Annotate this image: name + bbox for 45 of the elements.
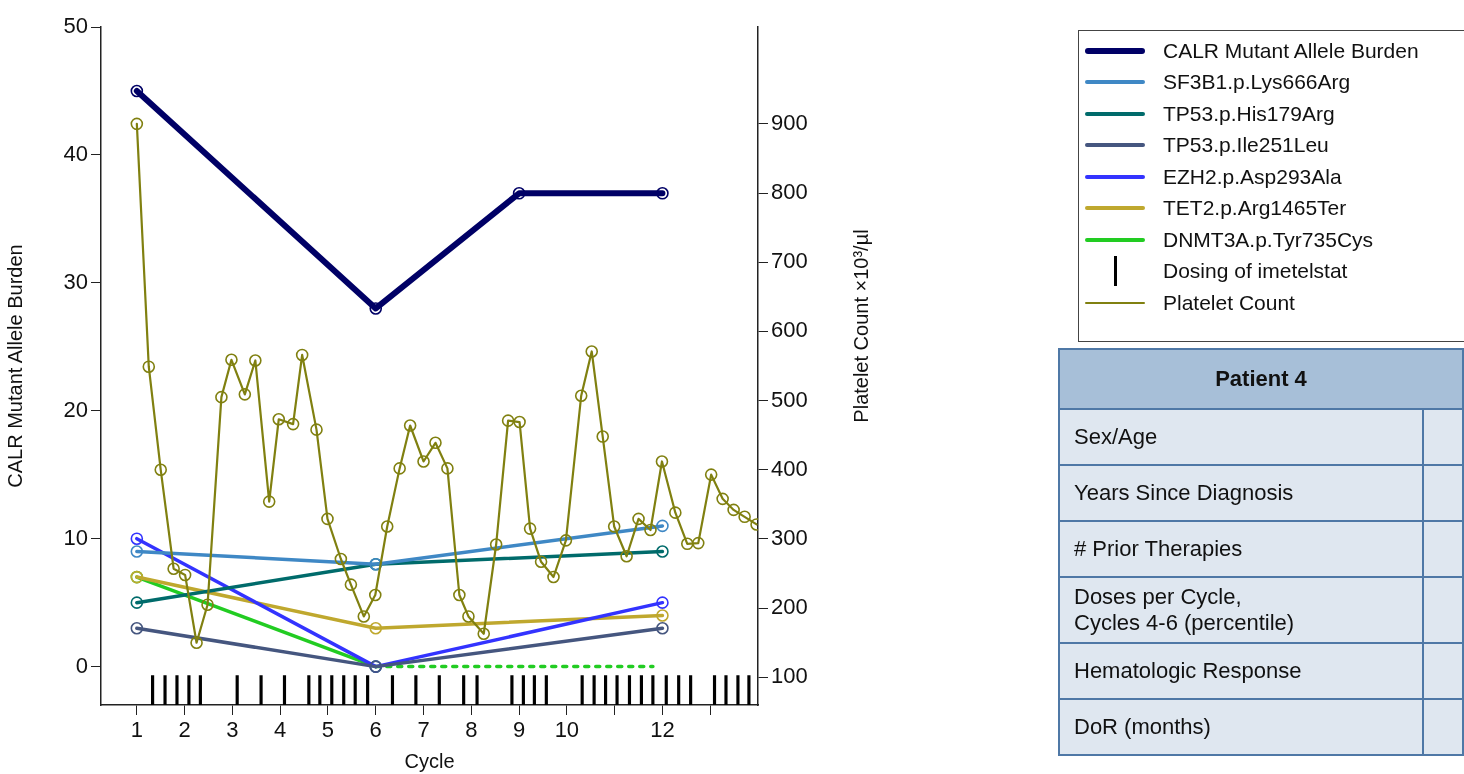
text: DoR (months) (1059, 699, 1423, 755)
legend-label: TP53.p.His179Arg (1163, 101, 1335, 126)
legend-label: Platelet Count (1163, 290, 1295, 315)
legend-label: DNMT3A.p.Tyr735Cys (1163, 227, 1374, 252)
y2-tick-label: 900 (771, 109, 808, 135)
y-tick-label: 30 (63, 268, 88, 294)
legend-label: SF3B1.p.Lys666Arg (1163, 70, 1351, 95)
y2-tick-label: 500 (771, 386, 808, 412)
x-tick-label: 6 (369, 717, 382, 743)
x-tick-label: 7 (417, 717, 430, 743)
x-tick-label: 5 (321, 717, 335, 743)
y2-tick-label: 300 (771, 525, 808, 551)
text: Sex/Age (1059, 409, 1423, 465)
y-tick-label: 0 (75, 652, 88, 678)
text: Hematologic Response (1059, 643, 1423, 699)
x-tick-label: 3 (226, 717, 239, 743)
y2-tick-label: 700 (771, 248, 808, 274)
y2-tick-label: 800 (771, 179, 808, 205)
legend-label: Dosing of imetelstat (1163, 259, 1348, 284)
y2-tick-label: 400 (771, 455, 808, 481)
text: # Prior Therapies (1059, 521, 1423, 577)
x-tick-label: 4 (274, 717, 287, 743)
text: Years Since Diagnosis (1059, 465, 1423, 521)
y-tick-label: 50 (63, 13, 88, 39)
y-tick-label: 10 (63, 524, 88, 550)
legend-label: CALR Mutant Allele Burden (1163, 38, 1419, 63)
x-tick-label: 10 (554, 717, 580, 743)
legend-label: EZH2.p.Asp293Ala (1163, 164, 1342, 189)
text: Patient 4 (1059, 349, 1463, 409)
legend-label: TET2.p.Arg1465Ter (1163, 196, 1347, 221)
y-tick-label: 20 (63, 396, 88, 422)
text: Doses per Cycle, Cycles 4-6 (percentile) (1059, 577, 1423, 643)
x-tick-label: 1 (130, 717, 143, 743)
y2-tick-label: 100 (771, 663, 808, 689)
x-tick-label: 12 (650, 717, 675, 743)
x-tick-label: 2 (178, 717, 191, 743)
x-tick-label: 9 (512, 717, 526, 743)
y2-axis-title: Platelet Count ×10³/µl (849, 229, 872, 423)
y2-tick-label: 200 (771, 594, 808, 620)
x-axis-title: Cycle (404, 749, 455, 772)
legend-label: TP53.p.Ile251Leu (1163, 133, 1329, 158)
x-tick-label: 8 (465, 717, 478, 743)
y-axis-title: CALR Mutant Allele Burden (3, 244, 26, 488)
y-tick-label: 40 (63, 140, 88, 166)
y2-tick-label: 600 (771, 317, 808, 343)
